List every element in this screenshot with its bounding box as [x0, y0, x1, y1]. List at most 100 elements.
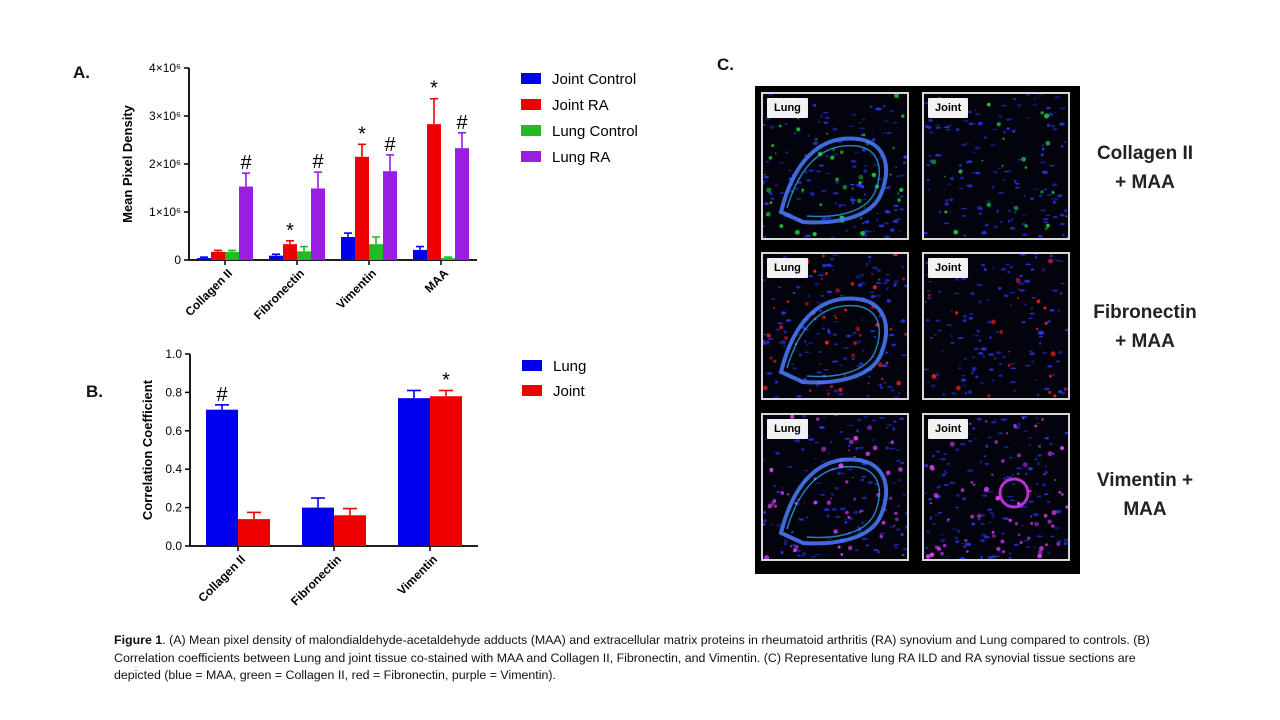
stain-signal: [780, 491, 785, 495]
maa-signal: [1014, 186, 1020, 189]
maa-signal: [886, 385, 893, 388]
row-label-line: Fibronectin: [1093, 302, 1197, 323]
maa-signal: [805, 515, 808, 519]
maa-signal: [998, 286, 1002, 290]
maa-signal: [1008, 552, 1012, 555]
maa-signal: [927, 125, 932, 129]
maa-signal: [803, 340, 807, 344]
stain-signal: [936, 546, 942, 551]
maa-signal: [934, 153, 941, 157]
maa-signal: [960, 207, 967, 210]
maa-signal: [826, 154, 829, 158]
maa-signal: [944, 202, 949, 206]
stain-signal: [1034, 378, 1037, 381]
micrograph-panel: Lung Joint Lung Joint Lung Joint: [755, 86, 1080, 574]
maa-signal: [876, 294, 881, 298]
caption-label: Figure 1: [114, 633, 163, 647]
bar: [238, 519, 270, 546]
maa-signal: [939, 457, 947, 461]
maa-signal: [1052, 200, 1056, 205]
stain-signal: [991, 531, 995, 534]
stain-signal: [991, 319, 996, 325]
stain-signal: [1029, 489, 1032, 493]
maa-signal: [901, 318, 905, 323]
stain-signal: [844, 308, 848, 312]
micrograph-tag: Joint: [928, 258, 969, 278]
maa-signal: [895, 166, 898, 169]
stain-signal: [845, 510, 849, 515]
maa-signal: [796, 395, 803, 398]
maa-signal: [993, 170, 999, 174]
maa-signal: [1049, 164, 1055, 167]
maa-signal: [855, 446, 859, 451]
maa-signal: [936, 486, 941, 489]
stain-signal: [1013, 424, 1017, 428]
maa-signal: [777, 322, 783, 325]
stain-signal: [885, 470, 891, 476]
maa-signal: [827, 451, 830, 455]
maa-signal: [964, 391, 968, 395]
maa-signal: [800, 518, 804, 521]
maa-signal: [1038, 234, 1043, 238]
chart-a: 0 1×10⁶ 2×10⁶ 3×10⁶ 4×10⁶ Mean Pixel Density #…: [120, 61, 638, 322]
maa-signal: [851, 476, 855, 479]
maa-signal: [1024, 303, 1027, 306]
maa-signal: [889, 447, 896, 450]
maa-signal: [984, 463, 990, 465]
maa-signal: [832, 254, 838, 257]
stain-signal: [1058, 490, 1062, 494]
stain-signal: [838, 387, 843, 392]
category-label: Fibronectin: [251, 266, 307, 322]
maa-signal: [947, 462, 950, 466]
legend-swatch: [521, 73, 541, 84]
maa-signal: [904, 511, 907, 516]
maa-signal: [966, 160, 973, 164]
y-tick-label: 0.2: [165, 501, 182, 515]
legend-swatch: [521, 99, 541, 110]
stain-signal: [858, 181, 862, 185]
maa-signal: [866, 394, 870, 398]
maa-signal: [763, 225, 765, 228]
maa-signal: [798, 518, 802, 521]
maa-signal: [891, 482, 896, 485]
maa-signal: [986, 320, 993, 325]
micrograph-texture: [763, 94, 907, 238]
maa-signal: [894, 396, 899, 398]
stain-signal: [849, 439, 854, 445]
maa-signal: [818, 350, 822, 354]
maa-signal: [927, 297, 932, 300]
stain-signal: [834, 316, 838, 320]
maa-signal: [832, 192, 839, 195]
stain-signal: [837, 545, 841, 549]
stain-signal: [1053, 479, 1056, 482]
maa-signal: [779, 162, 784, 164]
maa-signal: [902, 494, 906, 496]
maa-signal: [952, 528, 958, 530]
maa-signal: [1009, 499, 1016, 502]
stain-signal: [1048, 390, 1052, 395]
maa-signal: [1032, 188, 1039, 190]
stain-signal: [1002, 137, 1005, 140]
stain-signal: [1017, 288, 1020, 291]
maa-signal: [1057, 390, 1063, 394]
micrograph-tag: Joint: [928, 419, 969, 439]
stain-signal: [769, 356, 773, 360]
maa-signal: [808, 437, 815, 441]
maa-signal: [854, 151, 859, 153]
maa-signal: [834, 201, 838, 205]
maa-signal: [801, 326, 806, 329]
maa-signal: [945, 199, 949, 202]
stain-signal: [1021, 156, 1027, 162]
maa-signal: [1044, 465, 1047, 467]
maa-signal: [783, 540, 788, 543]
stain-signal: [897, 192, 900, 195]
maa-signal: [763, 94, 766, 96]
maa-signal: [882, 104, 886, 108]
vessel-wall: [778, 136, 889, 225]
maa-signal: [814, 283, 820, 286]
maa-signal: [803, 377, 807, 381]
maa-signal: [868, 291, 875, 294]
stain-signal: [1040, 190, 1044, 194]
maa-signal: [808, 191, 815, 194]
maa-signal: [1008, 210, 1011, 212]
